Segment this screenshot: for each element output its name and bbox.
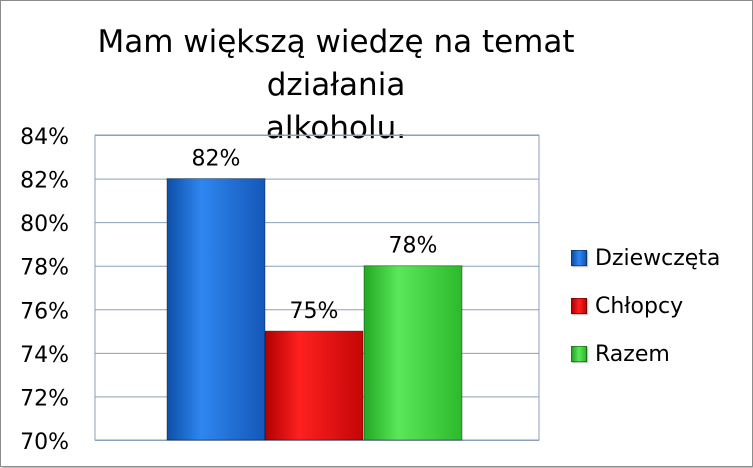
chart-title-line-2: alkoholu. (265, 110, 407, 146)
y-tick-label: 70% (20, 430, 69, 455)
data-label-chlopcy: 75% (290, 299, 339, 324)
y-tick-label: 76% (20, 299, 69, 324)
y-tick-label: 80% (20, 212, 69, 237)
y-tick-label: 72% (20, 386, 69, 411)
y-tick-label: 84% (20, 125, 69, 150)
y-tick-label: 82% (20, 169, 69, 194)
bar-dziewczeta (166, 178, 266, 441)
chart-title: Mam większą wiedzę na temat działania al… (41, 21, 631, 150)
bar-chlopcy (264, 330, 364, 441)
legend-label-chlopcy: Chłopcy (595, 293, 684, 319)
legend-swatch-razem (571, 346, 587, 362)
legend-label-razem: Razem (595, 341, 670, 367)
y-tick-label: 78% (20, 256, 69, 281)
legend-swatch-chlopcy (571, 298, 587, 314)
legend: Dziewczęta Chłopcy Razem (571, 234, 741, 378)
data-label-dziewczeta: 82% (192, 147, 241, 172)
legend-item-razem: Razem (571, 330, 741, 378)
chart-title-line-1: Mam większą wiedzę na temat działania (97, 24, 575, 103)
legend-item-chlopcy: Chłopcy (571, 282, 741, 330)
data-label-razem: 78% (389, 234, 438, 259)
legend-item-dziewczeta: Dziewczęta (571, 234, 741, 282)
legend-swatch-dziewczeta (571, 250, 587, 266)
y-tick-label: 74% (20, 343, 69, 368)
legend-label-dziewczeta: Dziewczęta (595, 245, 721, 271)
bar-razem (363, 265, 463, 441)
